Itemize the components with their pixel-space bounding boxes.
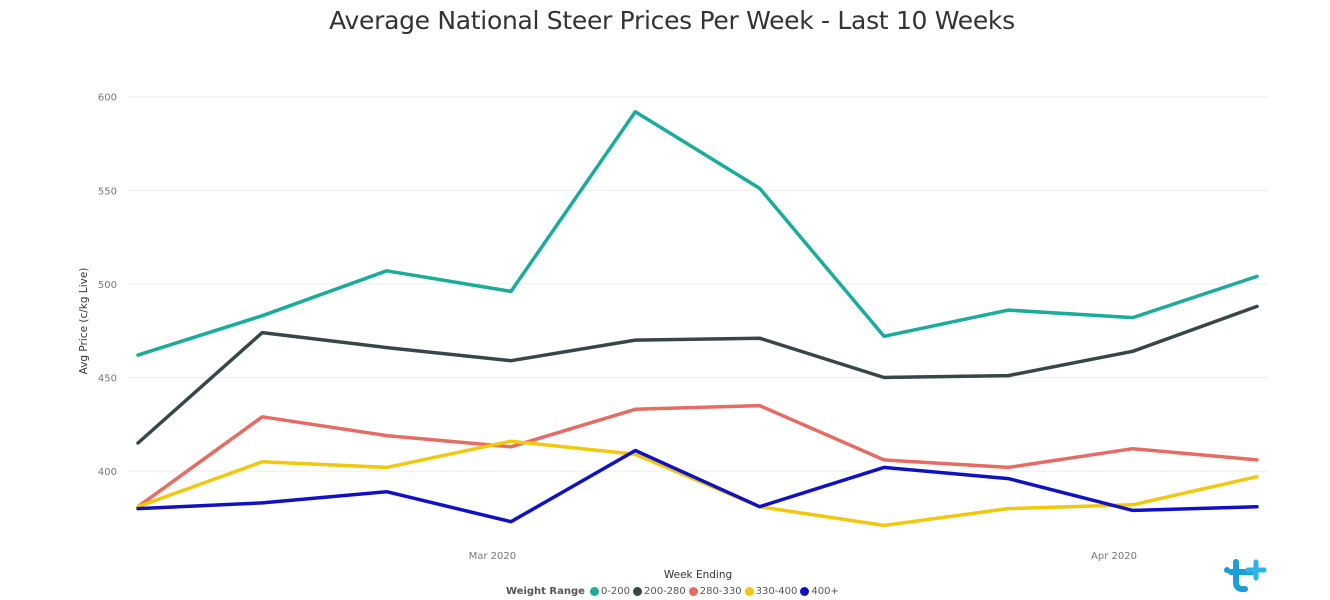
y-axis-label: Avg Price (c/kg Live) xyxy=(78,268,90,375)
y-tick-label: 500 xyxy=(98,280,117,291)
legend-marker xyxy=(688,587,698,596)
legend-item[interactable]: 200-280 xyxy=(633,586,686,597)
legend-item[interactable]: 0-200 xyxy=(589,586,630,597)
legend-marker xyxy=(744,587,754,596)
x-axis-ticks: Mar 2020 Apr 2020 xyxy=(469,551,1137,562)
y-tick-label: 450 xyxy=(98,374,117,385)
legend-title: Weight Range xyxy=(506,586,585,597)
legend-label: 0-200 xyxy=(600,586,630,597)
x-axis-label: Week Ending xyxy=(664,569,732,581)
y-tick-label: 550 xyxy=(98,186,117,197)
legend-item[interactable]: 400+ xyxy=(800,586,839,597)
legend-item[interactable]: 330-400 xyxy=(744,586,798,597)
legend: Weight Range 0-200 200-280 280-330 330-400 4… xyxy=(506,586,842,597)
series-line-0-200 xyxy=(136,109,1259,357)
legend-label: 200-280 xyxy=(644,586,686,597)
series-lines xyxy=(136,109,1259,528)
x-tick-label: Apr 2020 xyxy=(1091,551,1137,562)
legend-label: 400+ xyxy=(811,586,839,597)
legend-marker xyxy=(589,587,599,596)
y-axis-ticks: 400 450 500 550 600 xyxy=(98,93,117,478)
series-line-400+ xyxy=(136,448,1259,524)
brand-logo-icon xyxy=(1224,559,1267,593)
y-tick-label: 400 xyxy=(98,467,117,478)
gridlines xyxy=(128,96,1268,472)
legend-marker xyxy=(633,587,642,596)
legend-items: 0-200 200-280 280-330 330-400 400+ xyxy=(589,586,842,597)
series-line-280-330 xyxy=(136,403,1259,509)
legend-item[interactable]: 280-330 xyxy=(688,586,742,597)
y-tick-label: 600 xyxy=(98,93,117,104)
legend-label: 330-400 xyxy=(755,586,798,597)
chart-title: Average National Steer Prices Per Week -… xyxy=(329,6,1015,35)
x-tick-label: Mar 2020 xyxy=(469,551,517,562)
series-line-200-280 xyxy=(136,304,1259,445)
legend-label: 280-330 xyxy=(699,586,742,597)
legend-marker xyxy=(800,587,810,596)
